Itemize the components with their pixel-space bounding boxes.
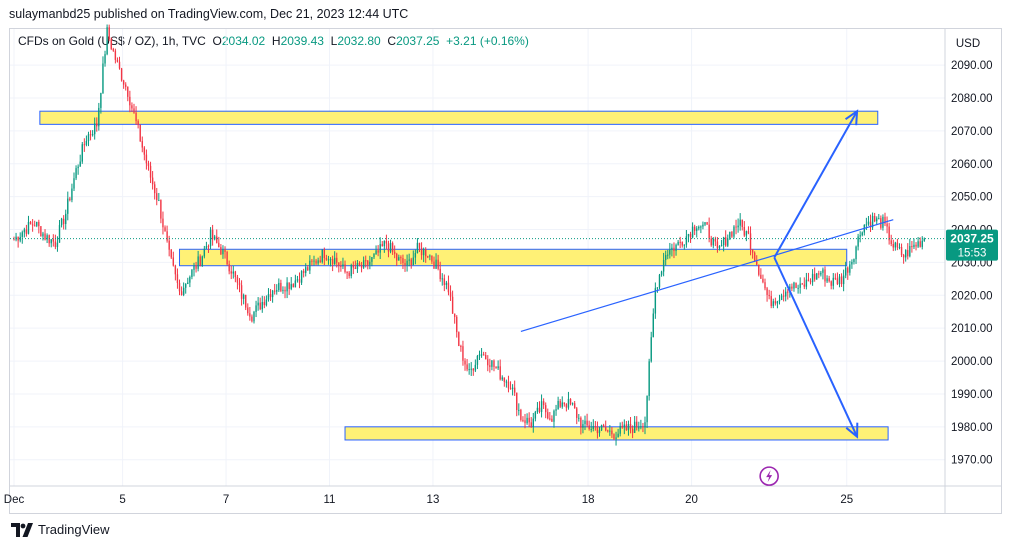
legend-close-value: 2037.25 [396,34,440,48]
legend-close-label: C [387,34,397,48]
symbol-legend: CFDs on Gold (US$ / OZ), 1h, TVC O2034.0… [18,34,529,48]
legend-open-label: O [212,34,222,48]
legend-open-value: 2034.02 [221,34,266,48]
legend-high-label: H [271,34,281,48]
tradingview-logo-icon [11,522,33,537]
legend-high-value: 2039.43 [280,34,324,48]
tradingview-logo[interactable]: TradingView [11,522,110,537]
legend-change: +3.21 (+0.16%) [446,34,529,48]
chart-frame [9,28,1002,514]
legend-low-value: 2032.80 [337,34,381,48]
legend-low-label: L [330,34,338,48]
publisher-line: sulaymanbd25 published on TradingView.co… [9,7,409,21]
tradingview-brand-text: TradingView [38,522,110,537]
legend-symbol[interactable]: CFDs on Gold (US$ / OZ), 1h, TVC [18,34,206,48]
currency-button[interactable]: USD [955,38,981,50]
